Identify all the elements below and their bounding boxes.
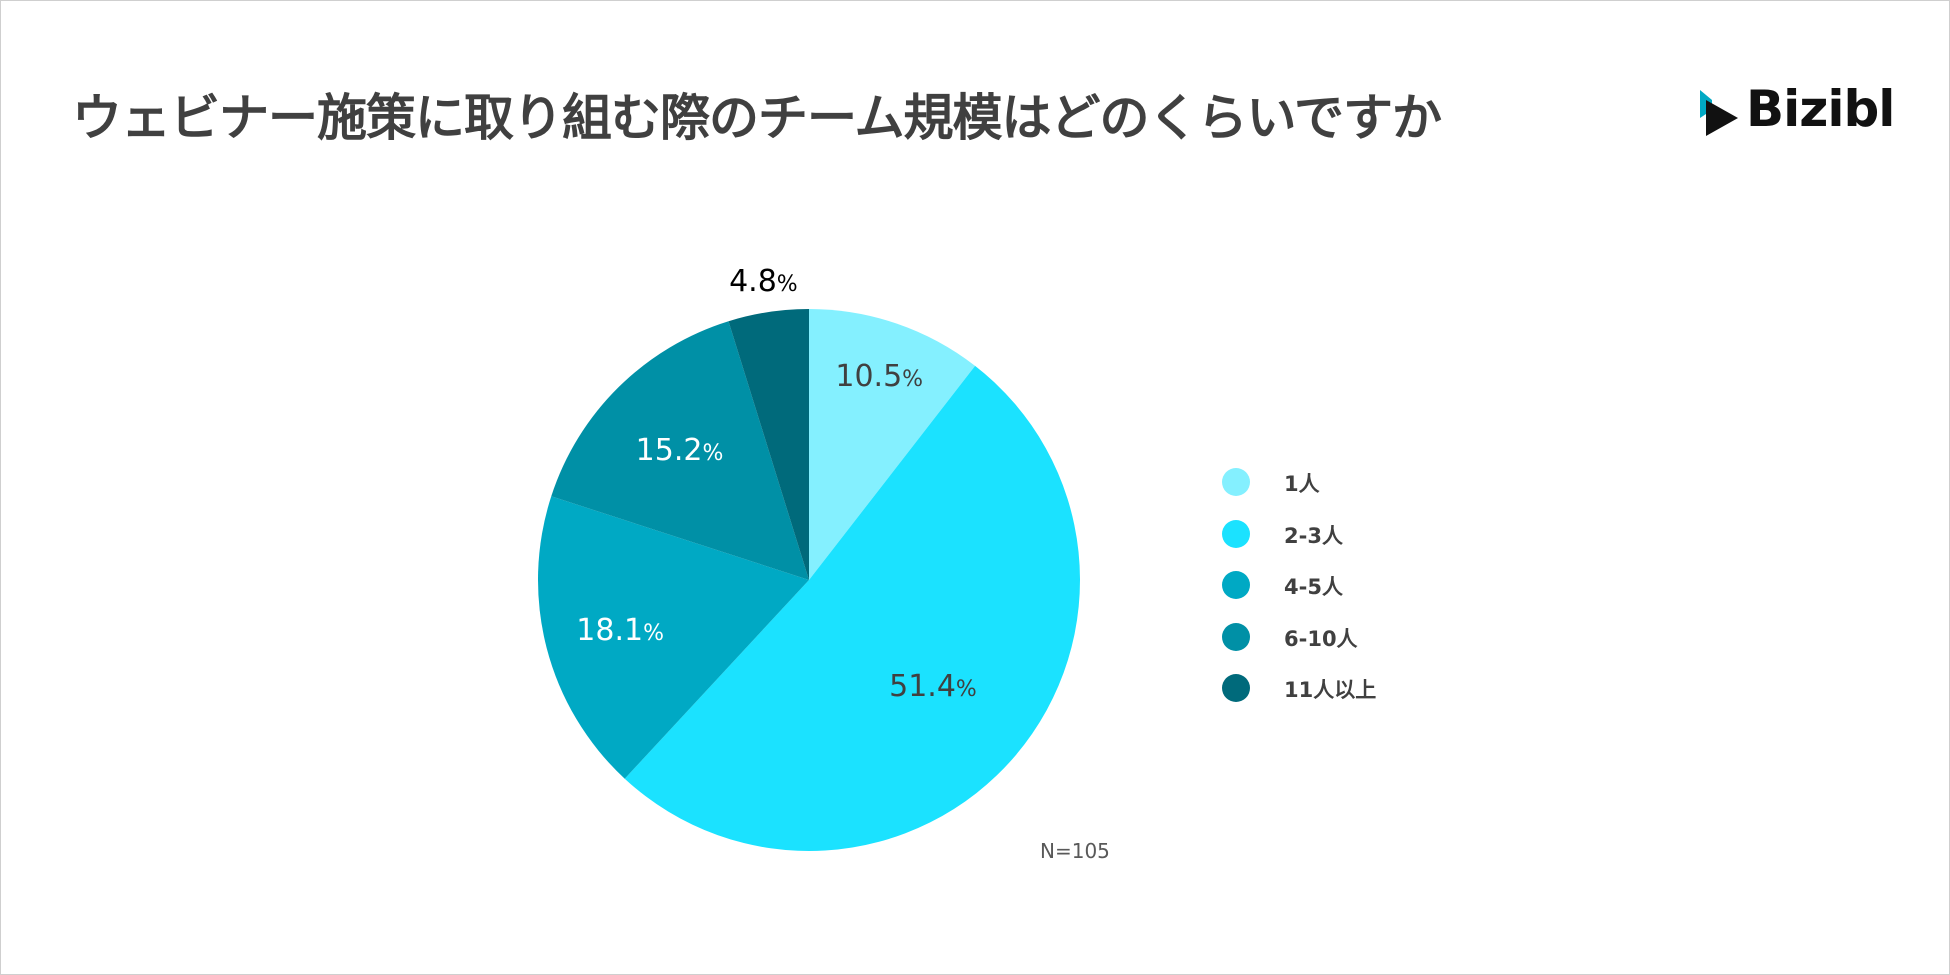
chart-title: ウェビナー施策に取り組む際のチーム規模はどのくらいですか xyxy=(72,89,1442,147)
data-label-1: 10.5% xyxy=(835,359,923,394)
legend-label: 4-5人 xyxy=(1284,575,1343,599)
legend-label: 6-10人 xyxy=(1284,626,1358,651)
data-label-5: 4.8% xyxy=(729,264,798,299)
pie-slice-3 xyxy=(538,496,809,779)
data-label-2: 51.4% xyxy=(889,669,977,704)
legend-swatch xyxy=(1222,622,1250,651)
pie-slice-2 xyxy=(624,365,1080,851)
play-icon xyxy=(1700,90,1738,136)
brand-name: Bizibl xyxy=(1746,80,1895,138)
legend-label: 1人 xyxy=(1284,472,1320,496)
brand-logo: Bizibl xyxy=(1694,80,1895,144)
legend-swatch xyxy=(1222,674,1250,702)
pie-slice-5 xyxy=(728,309,809,580)
data-label-3: 18.1% xyxy=(576,613,664,648)
pie-slice-4 xyxy=(551,321,809,580)
legend-swatch xyxy=(1222,468,1250,496)
data-label-4: 15.2% xyxy=(636,433,724,468)
sample-size-note: N=105 xyxy=(1040,839,1110,863)
pie-slice-1 xyxy=(809,309,976,580)
legend-swatch xyxy=(1222,571,1250,599)
legend-label: 11人以上 xyxy=(1284,678,1377,702)
legend-swatch xyxy=(1222,519,1250,548)
legend-label: 2-3人 xyxy=(1284,523,1343,548)
